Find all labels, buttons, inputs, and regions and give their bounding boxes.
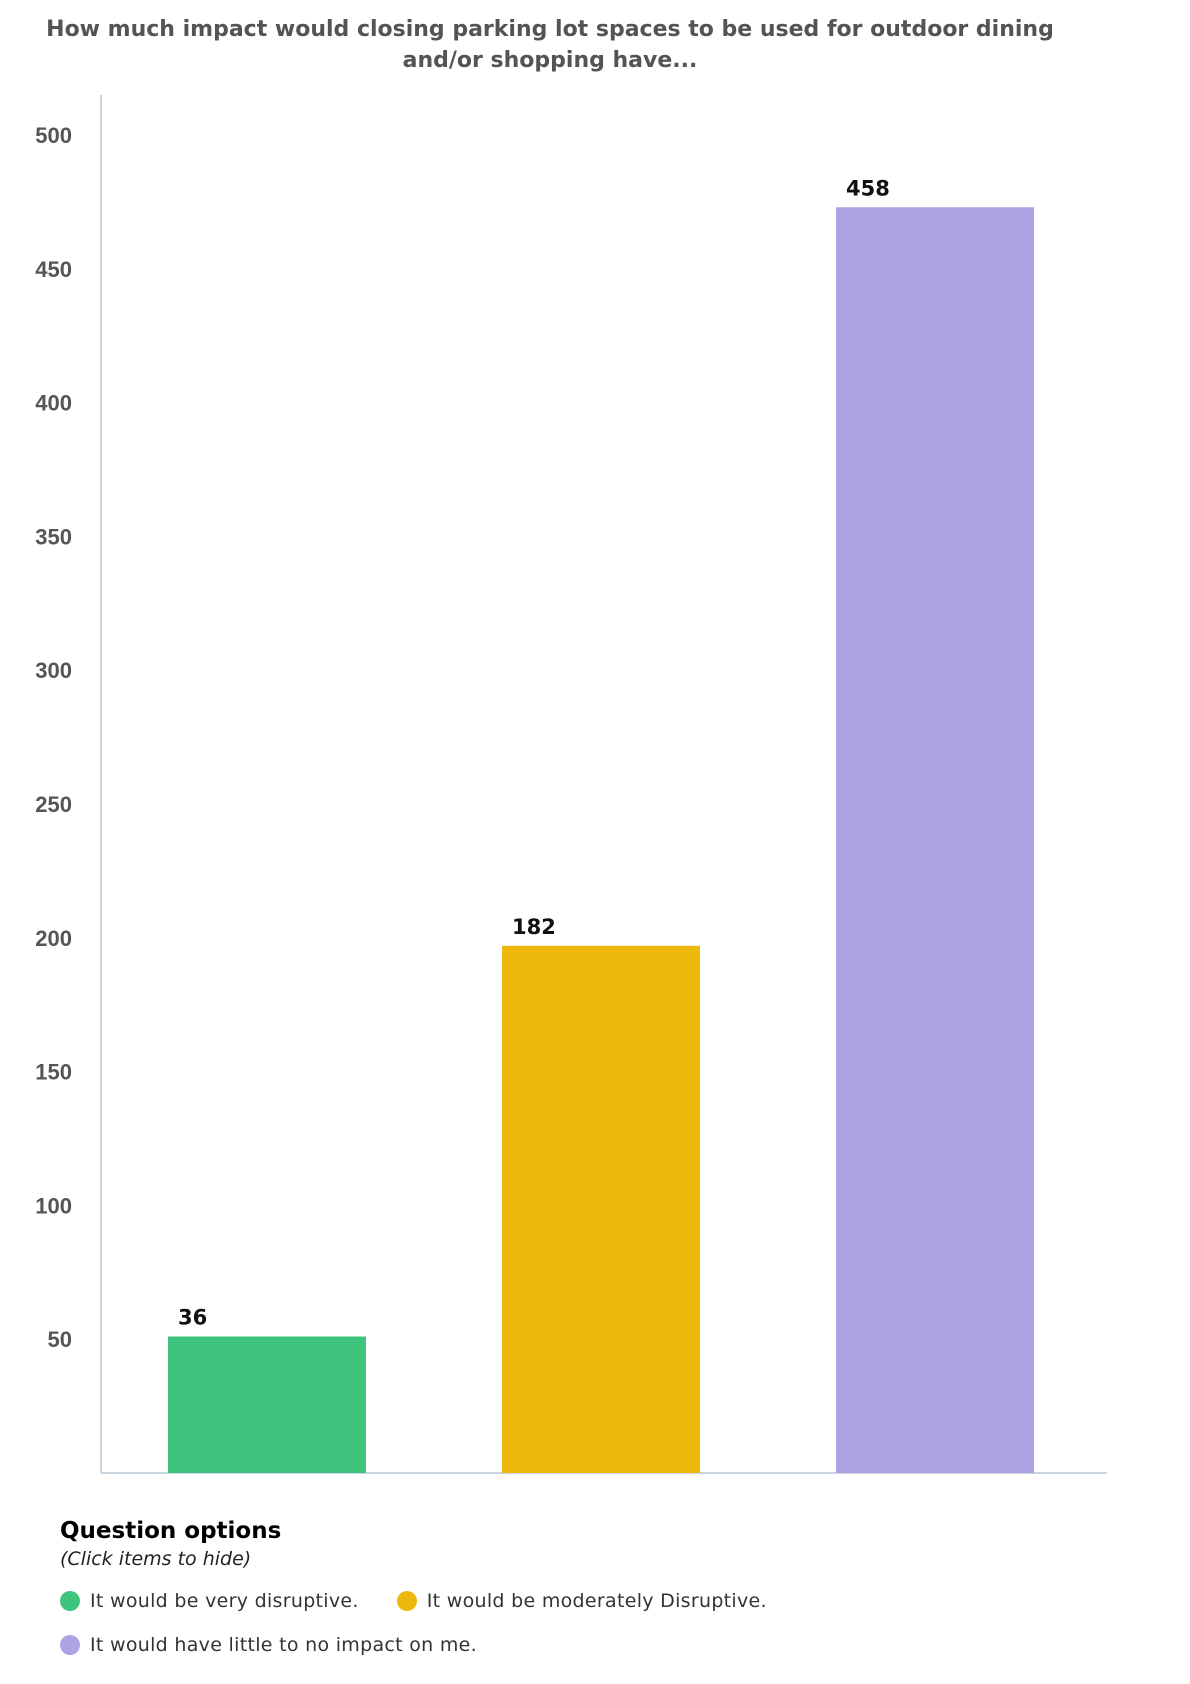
chart-title: How much impact would closing parking lo… [46,17,1054,73]
legend-dot-moderately-disruptive [396,1591,417,1611]
legend-items: It would be very disruptive. It would be… [60,1588,820,1658]
y-tick-label: 150 [35,1060,72,1085]
data-label-2: 182 [512,915,556,939]
bar-2[interactable] [502,945,700,1473]
y-tick-label: 300 [35,658,72,683]
legend-label: It would be very disruptive. [90,1590,359,1612]
legend-item-very-disruptive[interactable]: It would be very disruptive. [60,1588,359,1614]
legend-subtitle: (Click items to hide) [60,1548,252,1570]
y-axis-ticks: 50 100 150 200 250 300 350 400 450 500 [35,123,72,1352]
y-tick-label: 350 [35,524,72,549]
data-labels-group: 36 182 458 [178,176,890,1329]
legend-label: It would be moderately Disruptive. [426,1590,767,1612]
bar-chart: 50 100 150 200 250 300 350 400 450 500 36 182 458 [35,95,1107,1474]
y-tick-label: 450 [35,257,72,282]
y-tick-label: 200 [35,926,72,951]
y-tick-label: 250 [35,792,72,817]
legend-item-moderately-disruptive[interactable]: It would be moderately Disruptive. [396,1588,767,1614]
data-label-1: 36 [178,1306,207,1330]
legend-dot-very-disruptive [60,1591,80,1611]
legend-item-little-to-no-impact[interactable]: It would have little to no impact on me. [60,1632,477,1658]
bar-1[interactable] [168,1336,366,1473]
data-label-3: 458 [846,176,890,200]
bars-group [168,207,1034,1474]
y-tick-label: 100 [35,1193,72,1218]
legend-title: Question options [60,1518,282,1544]
y-tick-label: 400 [35,391,72,416]
legend-label: It would have little to no impact on me. [90,1634,477,1656]
legend-dot-little-to-no-impact [60,1635,80,1655]
legend: Question options (Click items to hide) I… [60,1516,1060,1658]
y-tick-label: 500 [35,123,72,148]
bar-3[interactable] [836,207,1034,1474]
y-tick-label: 50 [48,1327,72,1352]
